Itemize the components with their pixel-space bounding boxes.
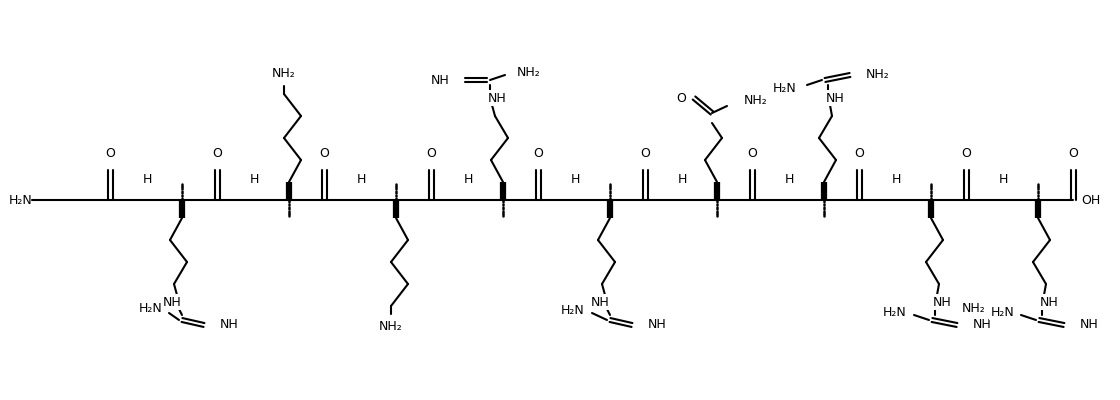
Text: NH₂: NH₂ <box>866 68 889 82</box>
Text: NH: NH <box>825 92 844 104</box>
Text: H₂N: H₂N <box>773 82 797 94</box>
Text: O: O <box>855 147 864 160</box>
Text: NH: NH <box>1080 318 1099 332</box>
Text: OH: OH <box>1081 194 1100 206</box>
Text: O: O <box>676 92 685 104</box>
Text: NH₂: NH₂ <box>962 302 986 314</box>
Text: O: O <box>212 147 222 160</box>
Text: H₂N: H₂N <box>8 194 32 206</box>
Text: O: O <box>426 147 436 160</box>
Text: NH₂: NH₂ <box>272 67 296 80</box>
Text: H: H <box>998 173 1008 186</box>
Text: NH: NH <box>590 296 609 308</box>
Text: NH: NH <box>487 92 506 104</box>
Text: NH: NH <box>1039 296 1058 308</box>
Text: O: O <box>961 147 971 160</box>
Text: H: H <box>356 173 366 186</box>
Text: H: H <box>678 173 687 186</box>
Text: H₂N: H₂N <box>884 306 907 318</box>
Text: NH₂: NH₂ <box>744 94 767 108</box>
Text: NH: NH <box>430 74 449 86</box>
Text: H₂N: H₂N <box>561 304 585 316</box>
Text: NH₂: NH₂ <box>380 320 403 333</box>
Text: NH: NH <box>162 296 181 308</box>
Text: O: O <box>640 147 650 160</box>
Text: H: H <box>570 173 580 186</box>
Text: H: H <box>142 173 151 186</box>
Text: NH: NH <box>973 318 991 332</box>
Text: O: O <box>533 147 543 160</box>
Text: O: O <box>319 147 329 160</box>
Text: H: H <box>250 173 259 186</box>
Text: H: H <box>784 173 794 186</box>
Text: H: H <box>464 173 473 186</box>
Text: O: O <box>1068 147 1077 160</box>
Text: H₂N: H₂N <box>990 306 1014 318</box>
Text: NH: NH <box>648 318 666 332</box>
Text: O: O <box>105 147 115 160</box>
Text: O: O <box>747 147 757 160</box>
Text: NH₂: NH₂ <box>517 66 541 78</box>
Text: H₂N: H₂N <box>138 302 162 314</box>
Text: H: H <box>892 173 900 186</box>
Text: NH: NH <box>220 318 239 332</box>
Text: NH: NH <box>933 296 951 308</box>
